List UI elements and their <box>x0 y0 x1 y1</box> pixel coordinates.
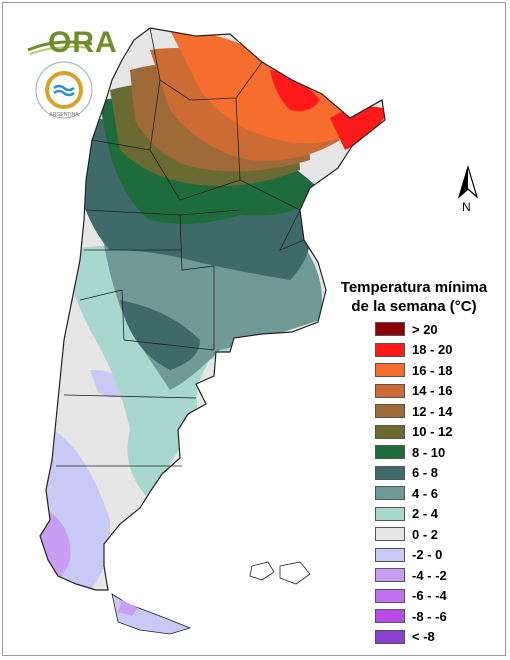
legend-swatch <box>375 588 405 603</box>
legend-title-line1: Temperatura mínima <box>340 279 488 296</box>
tierra-del-fuego <box>111 593 192 635</box>
legend-label: -4 - -2 <box>412 567 447 583</box>
legend-swatch <box>375 568 405 583</box>
legend-swatch <box>375 629 405 644</box>
legend-items: > 20 18 - 20 16 - 18 14 - 16 12 - 14 10 - 12 8… <box>375 319 503 647</box>
legend-swatch <box>375 404 405 419</box>
legend-label: -2 - 0 <box>412 547 443 563</box>
legend-swatch <box>375 363 405 378</box>
legend-item: -8 - -6 <box>375 606 503 627</box>
legend-item: 10 - 12 <box>375 422 503 443</box>
legend-label: 14 - 16 <box>412 383 453 399</box>
legend-label: 0 - 2 <box>412 526 439 542</box>
legend-label: 16 - 18 <box>412 362 453 378</box>
smn-seal-icon: ARGENTINA <box>35 61 93 119</box>
ora-logo-text: ORA <box>48 26 118 59</box>
legend-item: -4 - -2 <box>375 565 503 586</box>
legend-item: 4 - 6 <box>375 483 503 504</box>
legend-swatch <box>375 465 405 480</box>
legend-swatch <box>375 486 405 501</box>
legend-label: 12 - 14 <box>412 403 453 419</box>
legend-label: -6 - -4 <box>412 588 447 604</box>
legend-item: < -8 <box>375 627 503 648</box>
legend-item: 18 - 20 <box>375 340 503 361</box>
map-frame <box>2 2 506 656</box>
legend-item: 16 - 18 <box>375 360 503 381</box>
legend-item: -6 - -4 <box>375 586 503 607</box>
legend-swatch <box>375 342 405 357</box>
province-borders <box>39 27 386 591</box>
legend-swatch <box>375 527 405 542</box>
tierra-del-fuego-cold <box>118 600 138 616</box>
legend-label: 4 - 6 <box>412 485 439 501</box>
legend-item: 6 - 8 <box>375 463 503 484</box>
legend-label: 6 - 8 <box>412 465 439 481</box>
north-label: N <box>462 200 471 214</box>
legend-swatch <box>375 506 405 521</box>
legend-label: 2 - 4 <box>412 506 439 522</box>
legend-item: 12 - 14 <box>375 401 503 422</box>
legend-swatch <box>375 383 405 398</box>
legend-title-line2: de la semana (°C) <box>351 298 477 315</box>
legend-label: < -8 <box>412 629 435 645</box>
malvinas-west <box>249 561 275 581</box>
svg-text:ARGENTINA: ARGENTINA <box>49 112 79 118</box>
legend-swatch <box>375 609 405 624</box>
legend-swatch <box>375 445 405 460</box>
legend: Temperatura mínima de la semana (°C) > 2… <box>325 278 503 647</box>
legend-swatch <box>375 322 405 337</box>
legend-item: > 20 <box>375 319 503 340</box>
ora-logo: ORA <box>27 26 117 60</box>
north-arrow-icon <box>457 165 479 199</box>
legend-item: 2 - 4 <box>375 504 503 525</box>
legend-label: 8 - 10 <box>412 444 446 460</box>
legend-swatch <box>375 424 405 439</box>
legend-item: 14 - 16 <box>375 381 503 402</box>
legend-item: 8 - 10 <box>375 442 503 463</box>
legend-swatch <box>375 547 405 562</box>
legend-item: 0 - 2 <box>375 524 503 545</box>
malvinas-east <box>279 561 311 585</box>
legend-label: > 20 <box>412 321 438 337</box>
swoosh-icon <box>27 40 93 55</box>
legend-item: -2 - 0 <box>375 545 503 566</box>
legend-label: -8 - -6 <box>412 608 447 624</box>
legend-title: Temperatura mínima de la semana (°C) <box>325 278 503 316</box>
legend-label: 18 - 20 <box>412 342 453 358</box>
legend-label: 10 - 12 <box>412 424 453 440</box>
